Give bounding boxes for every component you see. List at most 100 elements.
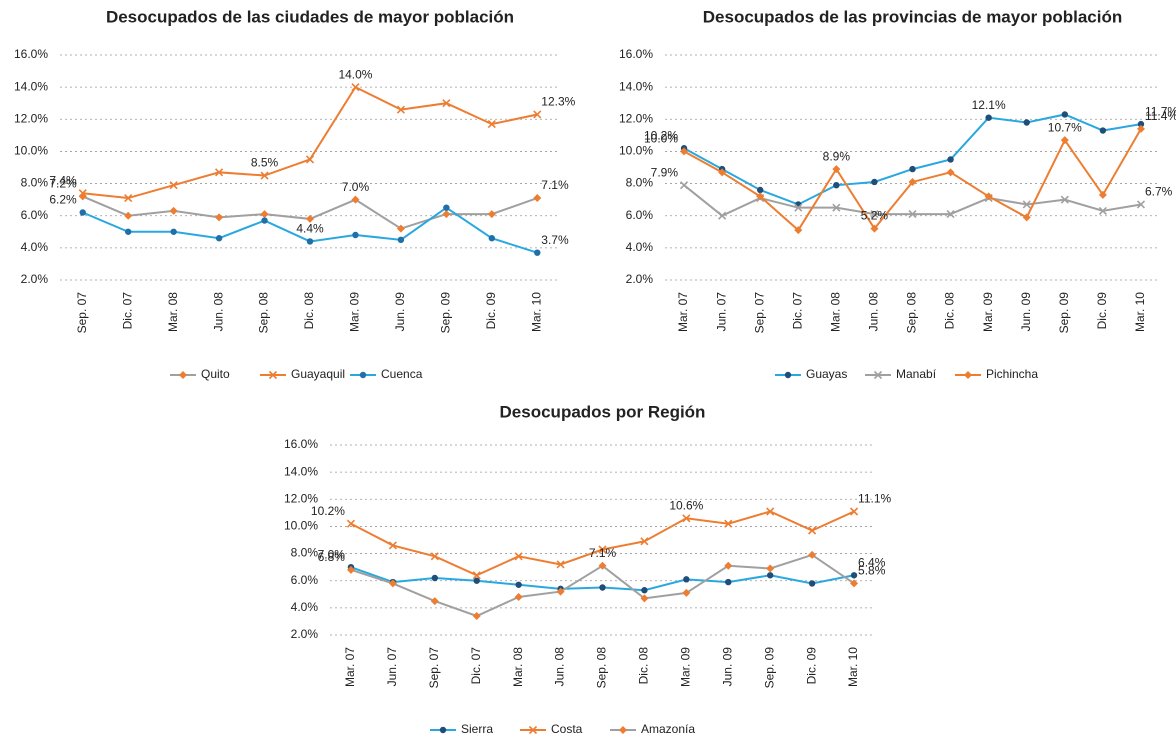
legend-label: Sierra xyxy=(461,722,493,736)
y-tick-label: 14.0% xyxy=(619,79,653,93)
marker xyxy=(179,371,187,379)
data-label: 11.1% xyxy=(858,492,891,506)
marker xyxy=(442,99,451,108)
marker xyxy=(473,577,480,584)
data-label: 5.8% xyxy=(858,564,886,578)
x-tick-label: Sep. 07 xyxy=(75,292,89,334)
marker xyxy=(683,576,690,583)
data-label: 10.2% xyxy=(644,128,678,142)
x-tick-label: Sep. 08 xyxy=(905,292,919,334)
x-tick-label: Dic. 09 xyxy=(484,292,498,330)
marker xyxy=(756,186,764,194)
marker xyxy=(124,228,132,235)
marker xyxy=(946,168,955,177)
data-label: 12.3% xyxy=(541,95,575,109)
y-tick-label: 10.0% xyxy=(619,144,653,158)
marker xyxy=(850,572,858,579)
marker xyxy=(833,181,840,189)
data-label: 10.6% xyxy=(669,498,703,512)
data-label: 14.0% xyxy=(338,67,372,81)
marker xyxy=(396,105,405,114)
marker xyxy=(718,211,727,220)
y-tick-label: 8.0% xyxy=(291,546,319,560)
marker xyxy=(1137,120,1145,128)
y-tick-label: 6.0% xyxy=(21,208,49,222)
y-tick-label: 12.0% xyxy=(14,111,48,125)
marker xyxy=(268,370,278,380)
data-label: 7.0% xyxy=(342,180,370,194)
marker xyxy=(946,210,955,219)
marker xyxy=(305,155,315,164)
marker xyxy=(808,580,816,587)
data-label: 7.9% xyxy=(651,165,679,179)
data-label: 12.1% xyxy=(972,98,1006,112)
marker xyxy=(78,189,87,198)
marker xyxy=(1098,206,1107,215)
marker xyxy=(1136,124,1145,133)
data-label: 10.2% xyxy=(311,504,345,518)
marker xyxy=(679,181,689,190)
marker xyxy=(124,211,133,220)
marker xyxy=(352,231,359,239)
x-tick-label: Sep. 09 xyxy=(762,647,776,689)
marker xyxy=(849,507,859,516)
x-tick-label: Dic. 07 xyxy=(469,647,483,685)
y-tick-label: 8.0% xyxy=(626,176,654,190)
y-tick-label: 14.0% xyxy=(14,79,48,93)
marker xyxy=(533,194,542,203)
legend-label: Pichincha xyxy=(986,367,1038,381)
y-tick-label: 8.0% xyxy=(21,176,49,190)
y-tick-label: 16.0% xyxy=(14,47,48,61)
data-label: 7.4% xyxy=(49,173,77,187)
data-label: 4.4% xyxy=(296,222,324,236)
legend-label: Quito xyxy=(201,367,230,381)
marker xyxy=(725,578,732,586)
data-label: 8.9% xyxy=(823,149,851,163)
x-tick-label: Mar. 08 xyxy=(511,647,525,687)
marker xyxy=(534,249,541,256)
marker xyxy=(1022,213,1031,222)
y-tick-label: 2.0% xyxy=(626,272,654,286)
y-tick-label: 16.0% xyxy=(284,437,318,451)
marker xyxy=(870,224,879,233)
data-label: 7.2% xyxy=(49,177,77,191)
data-label: 10.0% xyxy=(644,132,678,146)
marker xyxy=(832,203,841,212)
marker xyxy=(388,541,397,550)
x-tick-label: Dic. 07 xyxy=(790,292,804,330)
marker xyxy=(472,612,481,620)
marker xyxy=(598,561,607,570)
x-tick-label: Sep. 07 xyxy=(427,647,441,689)
y-tick-label: 12.0% xyxy=(284,491,318,505)
marker xyxy=(388,579,397,588)
marker xyxy=(170,228,177,235)
marker xyxy=(766,572,774,579)
y-tick-label: 6.0% xyxy=(626,208,654,222)
marker xyxy=(873,370,883,380)
x-tick-label: Dic. 08 xyxy=(302,292,316,330)
marker xyxy=(766,564,775,573)
legend-label: Costa xyxy=(551,722,583,736)
marker xyxy=(794,226,803,235)
marker xyxy=(619,726,627,734)
marker xyxy=(598,545,607,554)
x-tick-label: Mar. 09 xyxy=(679,647,693,687)
x-tick-label: Mar. 10 xyxy=(1133,292,1147,332)
x-tick-label: Jun. 08 xyxy=(867,292,881,332)
y-tick-label: 16.0% xyxy=(619,47,653,61)
x-tick-label: Dic. 07 xyxy=(120,292,134,330)
marker xyxy=(397,236,405,244)
marker xyxy=(682,588,691,597)
marker xyxy=(984,192,993,201)
marker xyxy=(1060,195,1069,204)
marker xyxy=(351,83,360,92)
marker xyxy=(908,177,917,186)
data-label: 8.5% xyxy=(251,156,279,170)
marker xyxy=(908,210,917,219)
marker xyxy=(1098,190,1107,199)
marker xyxy=(871,178,878,186)
marker xyxy=(641,587,648,594)
marker xyxy=(640,537,649,546)
marker xyxy=(682,514,691,523)
x-tick-label: Jun. 07 xyxy=(714,292,728,332)
